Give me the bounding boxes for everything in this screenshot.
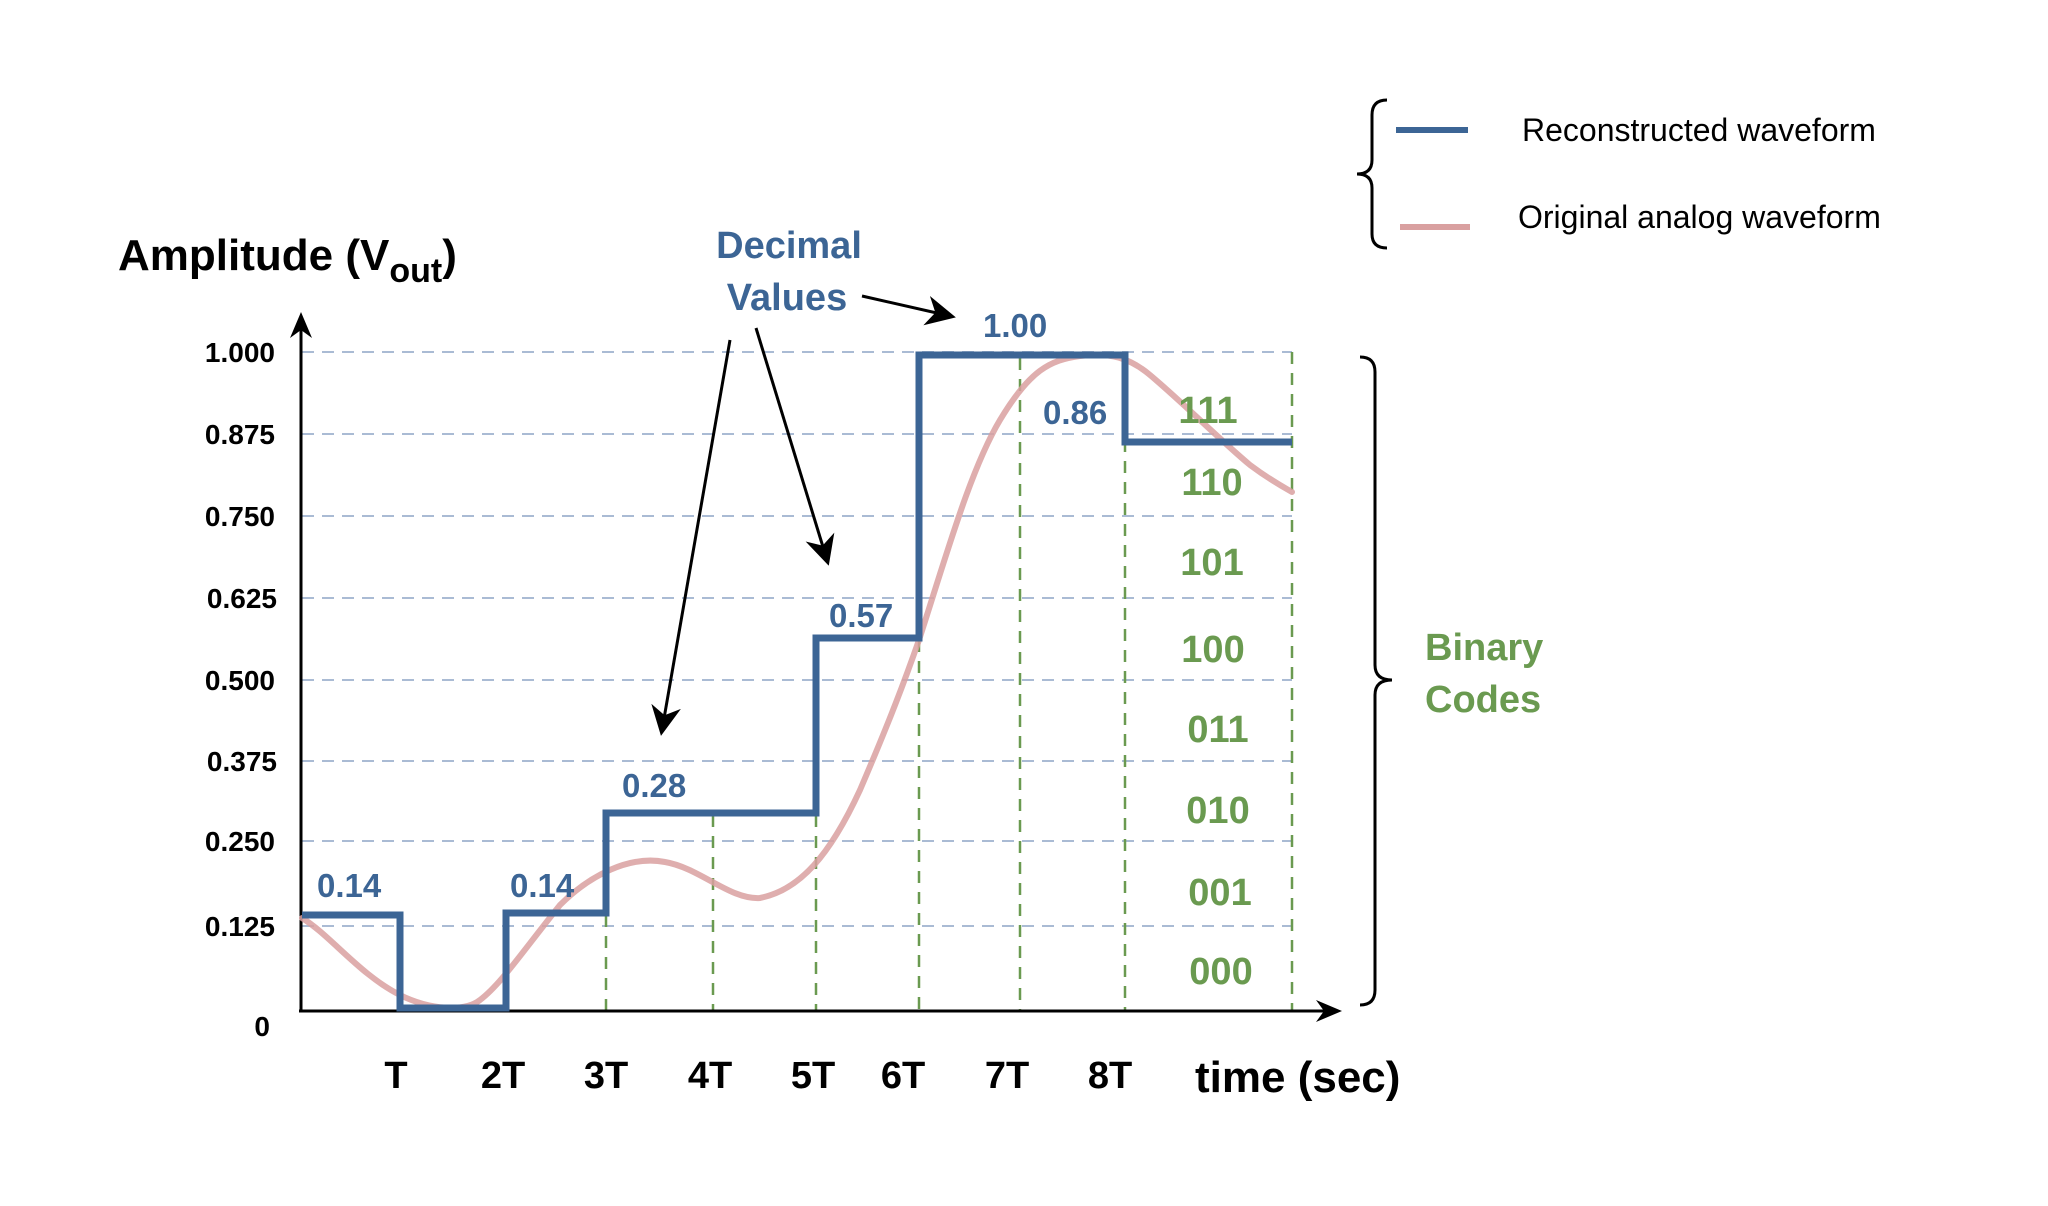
binary-code: 000 — [1189, 951, 1252, 993]
x-tick: 5T — [791, 1055, 835, 1097]
legend: Reconstructed waveform Original analog w… — [1356, 98, 1881, 250]
legend-label: Reconstructed waveform — [1522, 112, 1876, 148]
data-label: 0.14 — [510, 867, 575, 904]
data-label: 0.28 — [622, 767, 686, 804]
binary-codes-annotation: Binary Codes — [1425, 627, 1543, 721]
original-analog-waveform — [299, 351, 1295, 1011]
data-label: 0.86 — [1043, 394, 1107, 431]
svg-text:Decimal: Decimal — [716, 225, 862, 267]
y-tick: 0.375 — [207, 746, 277, 777]
binary-code: 010 — [1186, 790, 1249, 832]
binary-code: 011 — [1187, 709, 1248, 751]
binary-code: 001 — [1188, 872, 1251, 914]
arrow-to-1.00 — [861, 294, 956, 326]
x-tick-labels: T 2T 3T 4T 5T 6T 7T 8T — [384, 1055, 1132, 1097]
x-axis-arrow-icon — [1316, 1000, 1342, 1022]
y-tick: 0.250 — [205, 826, 275, 857]
y-tick: 0.500 — [205, 665, 275, 696]
y-tick-labels: 1.000 0.875 0.750 0.625 0.500 0.375 0.25… — [205, 337, 277, 1042]
y-tick: 1.000 — [205, 337, 275, 368]
legend-brace-icon — [1356, 98, 1388, 250]
data-label: 1.00 — [983, 307, 1047, 344]
data-label: 0.14 — [317, 867, 382, 904]
y-tick-zero: 0 — [254, 1011, 270, 1042]
x-tick: 3T — [584, 1055, 628, 1097]
x-axis-title: time (sec) — [1195, 1053, 1400, 1102]
x-tick: 7T — [985, 1055, 1029, 1097]
binary-code: 100 — [1181, 629, 1244, 671]
binary-code-labels: 111 110 101 100 011 010 001 000 — [1178, 390, 1252, 993]
horizontal-gridlines — [302, 351, 1292, 927]
x-tick: T — [384, 1055, 407, 1097]
x-tick: 2T — [481, 1055, 525, 1097]
y-tick: 0.125 — [205, 911, 275, 942]
y-tick: 0.625 — [207, 583, 277, 614]
y-tick: 0.750 — [205, 501, 275, 532]
x-tick: 8T — [1088, 1055, 1132, 1097]
binary-codes-brace-icon — [1359, 355, 1393, 1007]
svg-text:Codes: Codes — [1425, 679, 1541, 721]
svg-text:Binary: Binary — [1425, 627, 1543, 669]
data-label: 0.57 — [829, 597, 893, 634]
binary-code: 111 — [1178, 390, 1237, 432]
y-tick: 0.875 — [205, 419, 275, 450]
legend-label: Original analog waveform — [1518, 199, 1881, 235]
arrow-to-0.57 — [754, 327, 835, 566]
reconstructed-waveform — [302, 351, 1292, 1012]
binary-code: 101 — [1180, 542, 1243, 584]
arrow-to-0.28 — [651, 339, 732, 736]
x-tick: 6T — [881, 1055, 925, 1097]
decimal-value-labels: 0.14 0.14 0.28 0.57 1.00 0.86 — [317, 307, 1107, 904]
decimal-values-arrows — [651, 294, 956, 736]
vertical-gridlines — [604, 352, 1294, 1010]
y-axis-arrow-icon — [290, 312, 312, 338]
x-tick: 4T — [688, 1055, 732, 1097]
svg-text:Values: Values — [727, 277, 847, 319]
decimal-values-annotation: Decimal Values — [716, 225, 862, 319]
y-axis-title: Amplitude (Vout) — [118, 231, 457, 290]
binary-code: 110 — [1181, 462, 1242, 504]
